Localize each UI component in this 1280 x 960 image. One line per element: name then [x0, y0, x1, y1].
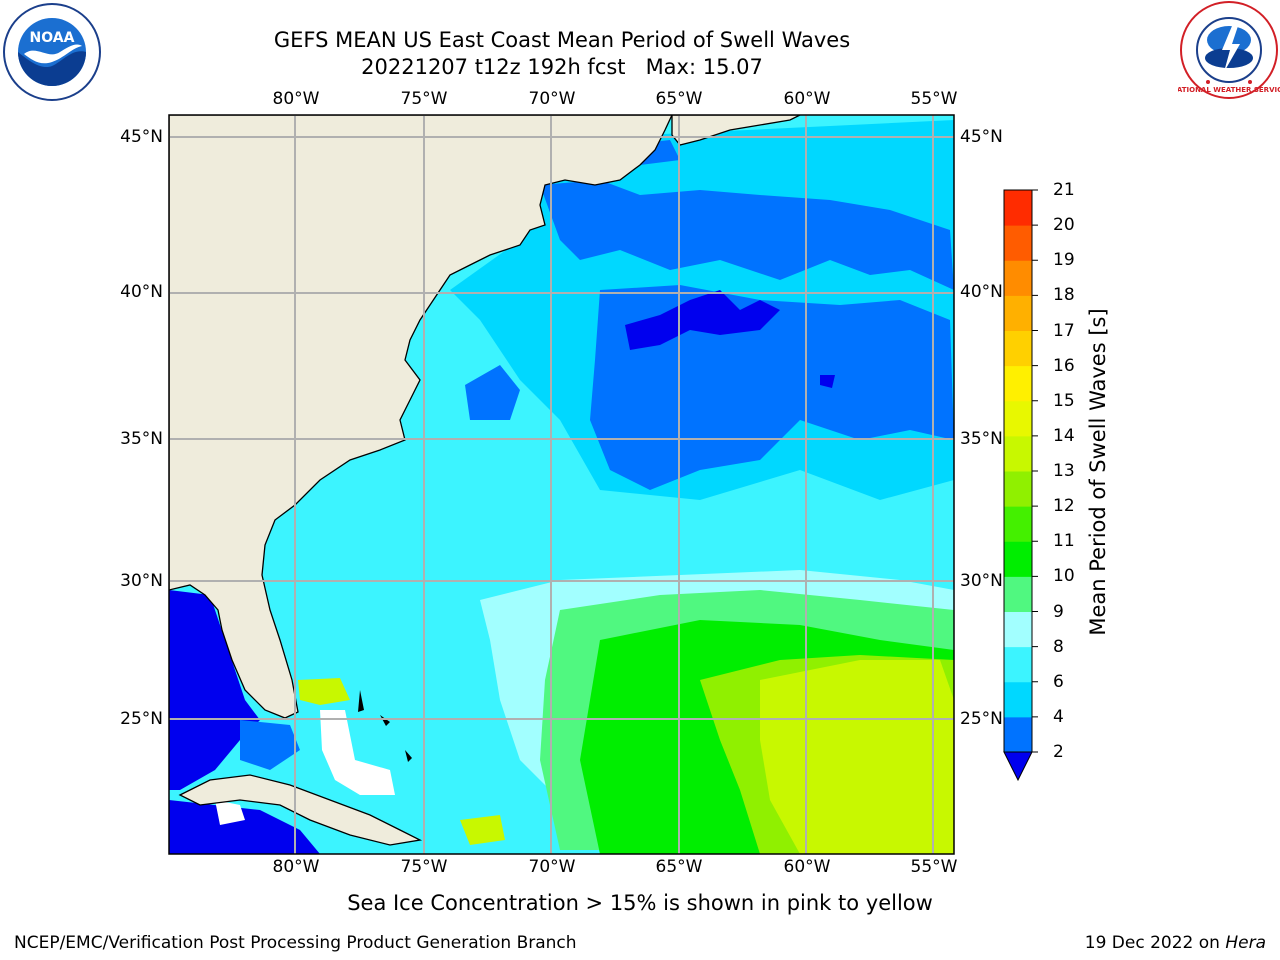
colorbar-tick-label: 19	[1053, 250, 1075, 271]
colorbar-tick-label: 9	[1053, 601, 1064, 622]
swell-band-under-a	[625, 290, 780, 350]
lat-tick-right-40n: 40°N	[960, 282, 1003, 302]
noaa-logo-text: NOAA	[30, 30, 75, 46]
colorbar-tick-label: 8	[1053, 636, 1064, 657]
colorbar-segment	[1004, 506, 1032, 542]
colorbar-tick-label: 15	[1053, 390, 1075, 411]
lon-tick-bottom-75w: 75°W	[400, 857, 448, 877]
footer-credit: NCEP/EMC/Verification Post Processing Pr…	[14, 933, 577, 953]
map-frame	[168, 114, 955, 855]
lat-tick-right-30n: 30°N	[960, 571, 1003, 591]
colorbar-tick-label: 14	[1053, 425, 1075, 446]
colorbar-tick-label: 6	[1053, 671, 1064, 692]
map-subtitle: 20221207 t12z 192h fcst Max: 15.07	[361, 55, 763, 79]
swell-band-caribbean-yellow	[460, 815, 505, 845]
colorbar-tick-label: 16	[1053, 355, 1075, 376]
colorbar-tick-label: 12	[1053, 496, 1075, 517]
colorbar-segment	[1004, 611, 1032, 648]
lon-tick-top-70w: 70°W	[528, 89, 576, 109]
colorbar-segment	[1004, 225, 1032, 261]
colorbar-tick-label: 21	[1053, 180, 1075, 200]
colorbar-tick-label: 13	[1053, 461, 1075, 481]
swell-band-caribbean-dark	[169, 800, 320, 854]
swell-band-gulf-blue	[240, 720, 300, 770]
colorbar-tick-label: 18	[1053, 285, 1075, 306]
lon-tick-top-60w: 60°W	[783, 89, 831, 109]
colorbar-segment	[1004, 400, 1032, 437]
shallow-white-b	[215, 800, 245, 825]
lat-tick-left-45n: 45°N	[120, 127, 163, 147]
colorbar-segment	[1004, 576, 1032, 612]
footer-date: 19 Dec 2022 on Hera	[1085, 933, 1266, 953]
lat-tick-right-35n: 35°N	[960, 429, 1003, 449]
colorbar-segment	[1004, 435, 1032, 472]
map-content	[169, 115, 954, 854]
colorbar-segment	[1004, 330, 1032, 367]
lat-tick-left-30n: 30°N	[120, 571, 163, 591]
lon-tick-bottom-70w: 70°W	[528, 857, 576, 877]
swell-band-bahamas-yellow	[298, 678, 350, 705]
colorbar-tick-label: 2	[1053, 742, 1064, 762]
shallow-white-a	[320, 710, 395, 795]
footer-host: Hera	[1225, 933, 1266, 953]
colorbar-segment	[1004, 541, 1032, 577]
lat-tick-left-40n: 40°N	[120, 282, 163, 302]
colorbar-segment	[1004, 190, 1032, 226]
footer-date-text: 19 Dec 2022 on	[1084, 933, 1226, 953]
nws-logo-text: NATIONAL WEATHER SERVICE	[1178, 86, 1280, 94]
lon-tick-bottom-65w: 65°W	[655, 857, 703, 877]
colorbar-segment	[1004, 716, 1032, 753]
lon-tick-bottom-80w: 80°W	[272, 857, 320, 877]
lat-tick-left-35n: 35°N	[120, 429, 163, 449]
colorbar-segment	[1004, 681, 1032, 718]
lat-tick-left-25n: 25°N	[120, 709, 163, 729]
colorbar-segment	[1004, 471, 1032, 507]
lon-tick-top-65w: 65°W	[655, 89, 703, 109]
land-cuba	[178, 774, 423, 846]
colorbar-segment	[1004, 295, 1032, 331]
colorbar-under-extension	[1003, 751, 1033, 782]
colorbar-tick-label: 10	[1053, 566, 1075, 587]
swell-band-blue-north	[540, 180, 954, 290]
graticule	[169, 115, 954, 854]
colorbar-segment	[1004, 260, 1032, 296]
colorbar-title: Mean Period of Swell Waves [s]	[1086, 308, 1110, 636]
land-bahamas	[358, 690, 412, 762]
lon-tick-top-80w: 80°W	[272, 89, 320, 109]
lon-tick-top-75w: 75°W	[400, 89, 448, 109]
colorbar-tick-label: 20	[1053, 215, 1075, 236]
colorbar-tick-label: 17	[1053, 320, 1075, 341]
swell-band-blue-west	[465, 365, 520, 420]
noaa-logo: NOAA	[3, 3, 101, 101]
sea-ice-caption-text: Sea Ice Concentration > 15% is shown in …	[347, 891, 933, 915]
colorbar-tick-label: 11	[1053, 531, 1075, 552]
colorbar-segment	[1004, 365, 1032, 402]
lon-tick-bottom-55w: 55°W	[910, 857, 958, 877]
colorbar-segments	[1003, 189, 1033, 782]
swell-band-under-b	[820, 375, 835, 388]
colorbar-segment	[1004, 646, 1032, 683]
swell-band-gulf-dark	[169, 590, 260, 790]
map-title: GEFS MEAN US East Coast Mean Period of S…	[273, 28, 851, 52]
swell-band-light-yellow	[760, 660, 954, 854]
colorbar-tick-marks	[1032, 189, 1038, 753]
lat-tick-right-25n: 25°N	[960, 709, 1003, 729]
lat-tick-right-45n: 45°N	[960, 127, 1003, 147]
lon-tick-top-55w: 55°W	[910, 89, 958, 109]
colorbar-tick-label: 4	[1053, 706, 1064, 727]
lon-tick-bottom-60w: 60°W	[783, 857, 831, 877]
nws-logo: NATIONAL WEATHER SERVICE	[1178, 1, 1280, 99]
